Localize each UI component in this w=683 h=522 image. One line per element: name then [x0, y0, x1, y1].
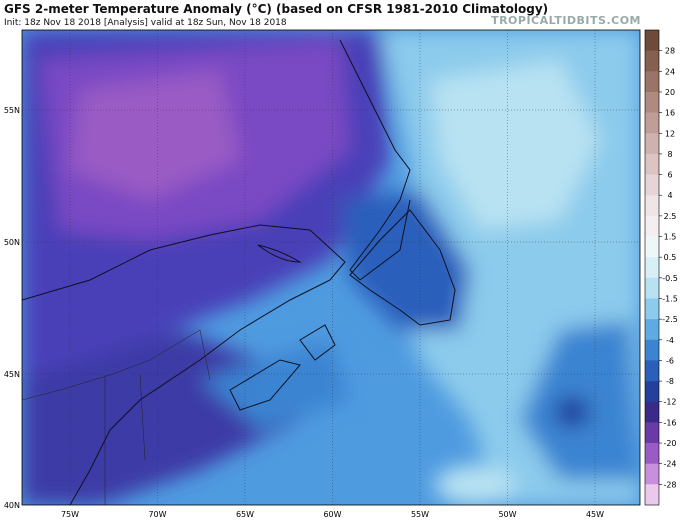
- colorbar-label: -12: [663, 398, 676, 407]
- lat-label: 50N: [4, 238, 20, 247]
- lon-label: 50W: [498, 510, 516, 519]
- colorbar-swatch: [645, 174, 659, 196]
- colorbar-label: 12: [665, 129, 675, 138]
- colorbar-swatch: [645, 339, 659, 361]
- map-frame: [21, 29, 641, 506]
- colorbar-label: 4: [667, 191, 672, 200]
- colorbar-swatch: [645, 133, 659, 155]
- lat-label: 45N: [4, 370, 20, 379]
- colorbar-label: -6: [666, 356, 674, 365]
- lon-label: 75W: [61, 510, 79, 519]
- colorbar-swatch: [645, 257, 659, 279]
- colorbar-label: -1.5: [662, 294, 678, 303]
- colorbar-label: 24: [665, 67, 675, 76]
- colorbar-swatch: [645, 484, 659, 506]
- colorbar-swatch: [645, 319, 659, 341]
- colorbar-label: 0.5: [664, 253, 677, 262]
- colorbar-swatch: [645, 298, 659, 320]
- colorbar-swatch: [645, 422, 659, 444]
- colorbar-label: -2.5: [662, 315, 678, 324]
- lon-label: 55W: [411, 510, 429, 519]
- colorbar-swatch: [645, 360, 659, 382]
- colorbar-label: -28: [663, 480, 676, 489]
- colorbar-swatch: [645, 236, 659, 258]
- colorbar-swatch: [645, 50, 659, 72]
- colorbar-label: 2.5: [664, 212, 677, 221]
- lat-label: 40N: [4, 501, 20, 510]
- colorbar-label: 8: [667, 150, 672, 159]
- colorbar-label: 1.5: [664, 233, 677, 242]
- coastlines: [22, 39, 456, 505]
- colorbar-label: -16: [663, 418, 676, 427]
- colorbar-label: 16: [665, 109, 675, 118]
- colorbar-swatch: [645, 381, 659, 403]
- coastline: [22, 224, 346, 505]
- border: [22, 329, 211, 505]
- graticule: [22, 30, 640, 505]
- map-field: [22, 30, 640, 505]
- colorbar-frame: [644, 29, 660, 506]
- colorbar-swatch: [645, 401, 659, 423]
- colorbar-swatch: [645, 71, 659, 93]
- colorbar-swatch: [645, 443, 659, 464]
- lon-label: 65W: [236, 510, 254, 519]
- lat-label: 55N: [4, 106, 20, 115]
- colorbar-swatch: [645, 277, 659, 299]
- axis-labels: 55N 50N 45N 40N 75W 70W 65W 60W 55W 50W 45W: [4, 106, 604, 519]
- colorbar-label: 20: [665, 88, 675, 97]
- map-subtitle: Init: 18z Nov 18 2018 [Analysis] valid a…: [4, 18, 287, 28]
- lon-label: 70W: [148, 510, 166, 519]
- lon-label: 60W: [323, 510, 341, 519]
- lon-label: 45W: [586, 510, 604, 519]
- newfoundland: [349, 209, 456, 326]
- credit: TROPICALTIDBITS.COM: [491, 14, 641, 27]
- borders: [22, 329, 211, 505]
- colorbar-label: 6: [667, 171, 672, 180]
- colorbar-label: -0.5: [662, 274, 678, 283]
- colorbar: 28 24 20 16 12 8 6 4 2.5 1.5 0.5 -0.5 -1.5 -2.5 -4 -6 -8…: [644, 29, 678, 506]
- colorbar-swatch: [645, 91, 659, 113]
- colorbar-swatch: [645, 195, 659, 217]
- coastline: [339, 39, 411, 281]
- colorbar-label: 28: [665, 47, 675, 56]
- anticosti: [257, 244, 302, 263]
- colorbar-swatch: [645, 463, 659, 485]
- colorbar-swatch: [645, 215, 659, 237]
- colorbar-label: -20: [663, 439, 676, 448]
- colorbar-swatch: [645, 112, 659, 134]
- colorbar-label: -24: [663, 460, 676, 469]
- cape-breton: [299, 324, 336, 361]
- colorbar-label: -8: [666, 377, 674, 386]
- colorbar-label: -4: [666, 336, 674, 345]
- map-title: GFS 2-meter Temperature Anomaly (°C) (ba…: [4, 2, 549, 16]
- nova-scotia: [229, 359, 301, 411]
- colorbar-swatch: [645, 30, 659, 51]
- anomaly-field: [22, 30, 640, 505]
- colorbar-swatch: [645, 153, 659, 175]
